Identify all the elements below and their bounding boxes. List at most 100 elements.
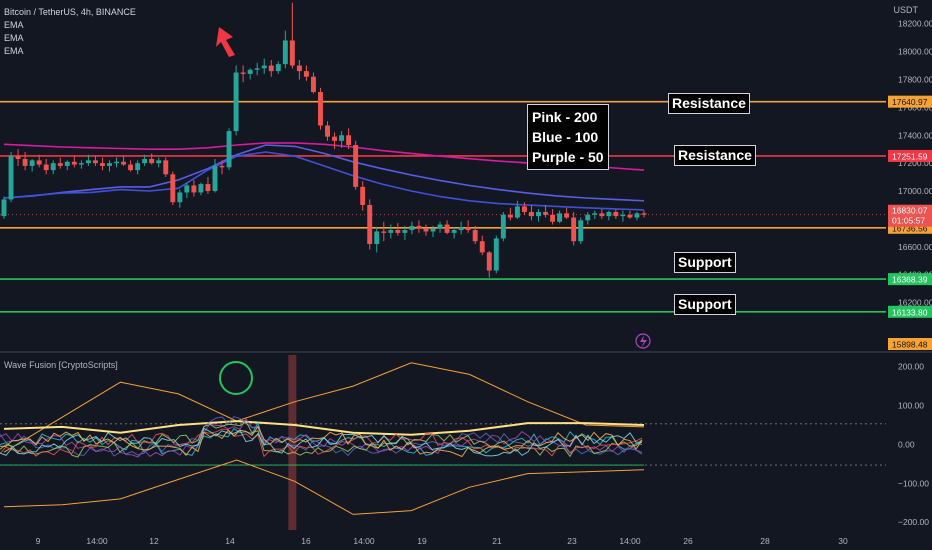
lightning-icon bbox=[635, 333, 651, 349]
candle-body bbox=[353, 145, 359, 187]
candle-body bbox=[128, 164, 134, 171]
current-price-text: 16830.07 bbox=[892, 206, 928, 216]
candle-body bbox=[43, 164, 49, 171]
candle-body bbox=[592, 213, 598, 215]
candle-body bbox=[247, 69, 253, 74]
candle-body bbox=[198, 184, 204, 193]
candle-body bbox=[282, 40, 288, 65]
candle-body bbox=[606, 211, 612, 217]
candle-body bbox=[205, 184, 211, 192]
candle-body bbox=[578, 220, 584, 242]
oscillator-tick-label: −100.00 bbox=[898, 478, 929, 488]
ema-indicator-1[interactable]: EMA bbox=[4, 20, 24, 30]
time-tick-label: 16 bbox=[301, 536, 311, 546]
candle-body bbox=[451, 230, 457, 233]
red-arrow-icon bbox=[216, 27, 235, 57]
ema-indicator-2[interactable]: EMA bbox=[4, 33, 24, 43]
candle-body bbox=[296, 65, 302, 72]
ema-key-purple: Purple - 50 bbox=[532, 149, 604, 165]
price-tick-label: 16600.00 bbox=[898, 242, 932, 252]
time-tick-label: 14:00 bbox=[353, 536, 375, 546]
oscillator bbox=[0, 355, 886, 530]
candle-body bbox=[177, 192, 183, 203]
candle-body bbox=[493, 238, 499, 271]
time-tick-label: 9 bbox=[36, 536, 41, 546]
support-label-2: Support bbox=[674, 294, 736, 315]
candle-body bbox=[529, 211, 534, 217]
oscillator-line bbox=[3, 362, 645, 453]
symbol-title[interactable]: Bitcoin / TetherUS, 4h, BINANCE bbox=[4, 7, 136, 17]
oscillator-wave bbox=[0, 428, 643, 458]
candle-body bbox=[100, 163, 105, 166]
candle-body bbox=[395, 230, 401, 233]
time-tick-label: 12 bbox=[149, 536, 159, 546]
time-tick-label: 14:00 bbox=[86, 536, 108, 546]
level-price-text: 17251.59 bbox=[892, 151, 928, 161]
time-tick-label: 21 bbox=[492, 536, 502, 546]
oscillator-wave bbox=[0, 421, 643, 456]
candle-body bbox=[367, 204, 373, 245]
candle-body bbox=[381, 231, 387, 233]
candle-body bbox=[1, 199, 7, 217]
price-levels bbox=[0, 100, 886, 313]
level-price-tag bbox=[888, 149, 932, 162]
candle-body bbox=[233, 72, 239, 132]
candle-body bbox=[599, 213, 605, 217]
candle-body bbox=[156, 160, 162, 164]
ema-key-box: Pink - 200 Blue - 100 Purple - 50 bbox=[527, 104, 609, 170]
oscillator-tick-label: 0.00 bbox=[898, 439, 915, 449]
extra-price-text: 15898.48 bbox=[892, 340, 928, 350]
candle-body bbox=[85, 160, 91, 164]
oscillator-line bbox=[3, 459, 645, 515]
time-tick-label: 28 bbox=[760, 536, 770, 546]
candle-body bbox=[550, 214, 556, 222]
time-tick-label: 30 bbox=[838, 536, 848, 546]
oscillator-tick-label: −200.00 bbox=[898, 517, 929, 527]
time-tick-label: 14:00 bbox=[619, 536, 641, 546]
candle-body bbox=[507, 214, 513, 218]
candle-body bbox=[149, 158, 155, 164]
candle-body bbox=[325, 125, 330, 137]
candle-body bbox=[261, 65, 267, 69]
time-tick-label: 26 bbox=[683, 536, 693, 546]
time-tick-label: 19 bbox=[417, 536, 427, 546]
currency-label: USDT bbox=[893, 5, 919, 15]
candle-body bbox=[557, 213, 563, 222]
oscillator-tick-label: 200.00 bbox=[898, 362, 924, 372]
price-tick-label: 17800.00 bbox=[898, 74, 932, 84]
candle-body bbox=[142, 158, 148, 164]
candle-body bbox=[268, 65, 274, 72]
time-axis: 9 14:00 12 14 16 14:00 19 21 23 14:00 26 28 30 bbox=[36, 536, 848, 546]
price-tick-label: 17400.00 bbox=[898, 130, 932, 140]
candle-body bbox=[57, 163, 63, 166]
candle-body bbox=[634, 213, 640, 218]
candle-body bbox=[36, 160, 42, 165]
ema-indicator-3[interactable]: EMA bbox=[4, 46, 24, 56]
level-price-text: 16736.56 bbox=[892, 223, 928, 233]
candle-body bbox=[423, 228, 429, 232]
oscillator-wave bbox=[0, 418, 643, 458]
oscillator-title[interactable]: Wave Fusion [CryptoScripts] bbox=[4, 360, 118, 370]
oscillator-wave bbox=[0, 421, 643, 458]
resistance-label-1: Resistance bbox=[668, 93, 750, 114]
countdown-text: 01:05:57 bbox=[892, 216, 925, 226]
candle-body bbox=[163, 160, 169, 175]
candle-body bbox=[332, 136, 338, 141]
candle-body bbox=[613, 211, 619, 217]
candle-body bbox=[275, 64, 281, 72]
lightning-bolt-icon bbox=[640, 335, 647, 348]
candle-body bbox=[514, 206, 520, 218]
candle-body bbox=[121, 161, 127, 165]
candle-body bbox=[226, 131, 232, 168]
ema-key-blue: Blue - 100 bbox=[532, 129, 599, 145]
time-tick-label: 23 bbox=[567, 536, 577, 546]
oscillator-wave bbox=[0, 427, 643, 457]
candle-body bbox=[339, 135, 345, 141]
candle-body bbox=[409, 225, 415, 231]
candle-body bbox=[620, 214, 626, 217]
candle-body bbox=[310, 76, 316, 93]
candle-body bbox=[430, 228, 436, 232]
candle-body bbox=[641, 213, 647, 215]
